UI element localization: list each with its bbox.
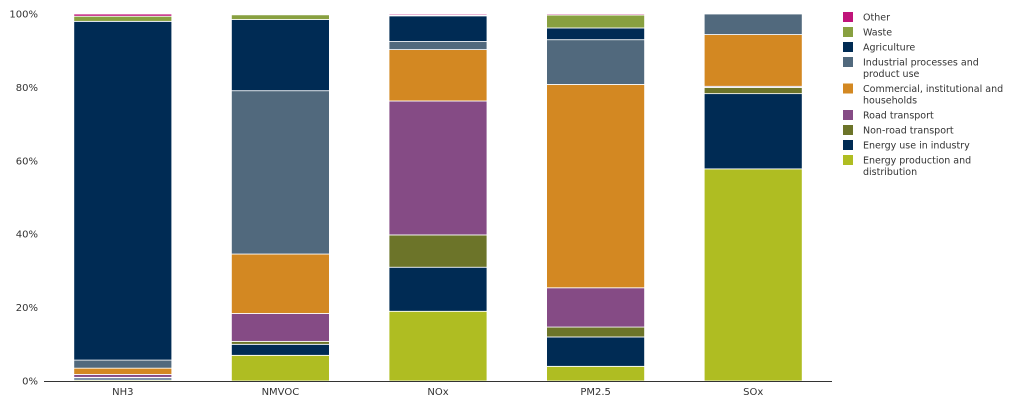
legend-swatch <box>843 125 853 135</box>
bar-segment-nmvoc-non-road-transport <box>230 340 330 345</box>
legend: Other Waste Agriculture Industrial processe… <box>843 12 1003 178</box>
bar-segment-pm2-5-other <box>546 13 645 16</box>
bar-segment-pm2-5-energy-production-and-distribution <box>546 365 645 382</box>
legend-swatch <box>843 83 853 94</box>
legend-swatch <box>843 110 853 120</box>
y-tick-label: 0% <box>22 377 38 388</box>
bar-segment-nox-other <box>388 13 488 16</box>
x-tick-label-pm2-5: PM2.5 <box>580 387 611 398</box>
bar-segment-nmvoc-energy-production-and-distribution <box>230 354 330 382</box>
legend-item-industrial-processes-and-product-use: Industrial processes and product use <box>843 57 979 80</box>
bar-segment-nh3-road-transport <box>73 373 173 378</box>
bars-layer <box>73 13 803 382</box>
legend-label: Other <box>863 13 890 24</box>
legend-item-waste: Waste <box>843 27 892 39</box>
legend-label: Agriculture <box>863 43 915 54</box>
bar-segment-pm2-5-non-road-transport <box>546 326 645 338</box>
bar-segment-nh3-other <box>73 13 173 17</box>
x-tick-label-nmvoc: NMVOC <box>262 387 300 398</box>
bar-segment-nh3-agriculture <box>73 20 173 361</box>
x-tick-label-nox: NOx <box>427 387 448 398</box>
legend-swatch <box>843 155 853 165</box>
y-tick-label: 40% <box>16 230 38 241</box>
legend-swatch <box>843 57 853 67</box>
bar-segment-sox-energy-production-and-distribution <box>703 168 803 382</box>
bar-segment-nmvoc-industrial-processes-and-product-use <box>230 90 330 255</box>
bar-segment-sox-industrial-processes-and-product-use <box>703 13 803 35</box>
bar-segment-nmvoc-other <box>230 13 330 16</box>
bar-segment-nmvoc-road-transport <box>230 313 330 342</box>
legend-item-road-transport: Road transport <box>843 110 934 122</box>
bar-segment-nmvoc-agriculture <box>230 19 330 92</box>
bar-segment-nox-non-road-transport <box>388 234 488 268</box>
legend-item-commercial-institutional-and-households: Commercial, institutional and households <box>843 83 1003 107</box>
y-tick-label: 60% <box>16 156 38 167</box>
legend-label: Road transport <box>863 111 934 122</box>
y-tick-label: 20% <box>16 303 38 314</box>
legend-item-non-road-transport: Non-road transport <box>843 125 954 137</box>
legend-label: Waste <box>863 28 892 39</box>
bar-segment-nmvoc-commercial-institutional-and-households <box>230 253 330 314</box>
bar-segment-sox-energy-use-in-industry <box>703 93 803 170</box>
legend-item-other: Other <box>843 12 890 24</box>
x-tick-label-sox: SOx <box>743 387 763 398</box>
legend-swatch <box>843 42 853 52</box>
bar-segment-nmvoc-waste <box>230 14 330 20</box>
bar-segment-nox-energy-use-in-industry <box>388 266 488 312</box>
bar-segment-nh3-industrial-processes-and-product-use <box>73 359 173 369</box>
bar-segment-pm2-5-waste <box>546 14 645 29</box>
bar-segment-nox-energy-production-and-distribution <box>388 310 488 382</box>
legend-label: Energy use in industry <box>863 141 970 152</box>
legend-label: Commercial, institutional and households <box>863 84 1003 107</box>
legend-label: Industrial processes and product use <box>863 58 979 81</box>
legend-swatch <box>843 27 853 37</box>
bar-segment-nox-agriculture <box>388 15 488 42</box>
bar-segment-sox-non-road-transport <box>703 87 803 95</box>
bar-segment-pm2-5-agriculture <box>546 27 645 41</box>
bar-segment-pm2-5-industrial-processes-and-product-use <box>546 39 645 85</box>
legend-swatch <box>843 12 853 22</box>
bar-segment-pm2-5-commercial-institutional-and-households <box>546 84 645 289</box>
x-tick-label-nh3: NH3 <box>112 387 133 398</box>
legend-item-agriculture: Agriculture <box>843 42 915 54</box>
legend-item-energy-production-and-distribution: Energy production and distribution <box>843 155 971 178</box>
bar-segment-nh3-commercial-institutional-and-households <box>73 367 173 375</box>
legend-label: Energy production and distribution <box>863 156 971 179</box>
bar-segment-nh3-waste <box>73 15 173 22</box>
bar-segment-nox-road-transport <box>388 100 488 236</box>
bar-segment-nox-commercial-institutional-and-households <box>388 49 488 102</box>
legend-label: Non-road transport <box>863 126 954 137</box>
bar-segment-pm2-5-road-transport <box>546 287 645 328</box>
bar-segment-sox-commercial-institutional-and-households <box>703 34 803 87</box>
bar-segment-pm2-5-energy-use-in-industry <box>546 336 645 367</box>
legend-item-energy-use-in-industry: Energy use in industry <box>843 140 970 152</box>
y-tick-label: 80% <box>16 83 38 94</box>
legend-swatch <box>843 140 853 150</box>
bar-segment-nmvoc-energy-use-in-industry <box>230 343 330 356</box>
bar-segment-nox-industrial-processes-and-product-use <box>388 41 488 50</box>
axis-layer: 0% 20% 40% 60% 80% 100% NH3 NMVOC NOx PM2.5 SOx <box>9 10 832 398</box>
y-tick-label: 100% <box>9 10 38 21</box>
